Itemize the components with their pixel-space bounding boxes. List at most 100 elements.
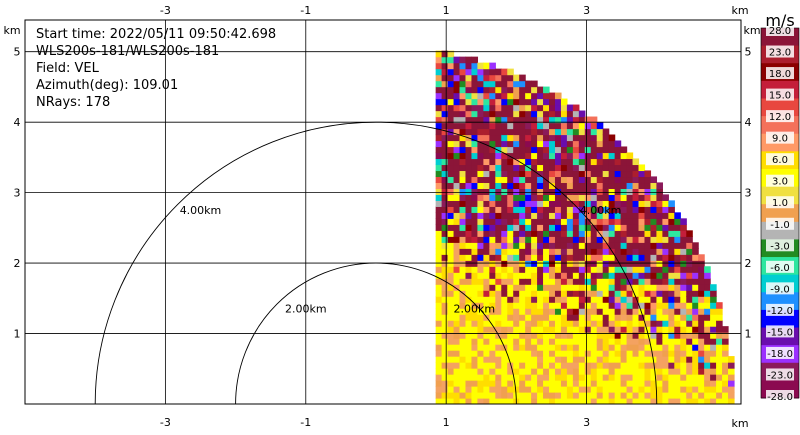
velocity-cell bbox=[441, 302, 449, 309]
velocity-cell bbox=[656, 248, 663, 255]
velocity-cell bbox=[471, 272, 479, 279]
velocity-cell bbox=[519, 254, 526, 261]
velocity-cell bbox=[566, 362, 574, 369]
velocity-cell bbox=[554, 350, 562, 357]
velocity-cell bbox=[453, 212, 461, 219]
velocity-cell bbox=[531, 260, 538, 267]
velocity-cell bbox=[525, 332, 532, 339]
velocity-cell bbox=[525, 206, 532, 213]
velocity-cell bbox=[453, 260, 461, 267]
velocity-cell bbox=[698, 392, 705, 399]
velocity-cell bbox=[453, 320, 461, 327]
velocity-cell bbox=[471, 182, 479, 189]
velocity-cell bbox=[590, 206, 598, 213]
velocity-cell bbox=[483, 374, 490, 381]
velocity-cell bbox=[620, 338, 628, 345]
velocity-cell bbox=[501, 230, 508, 237]
velocity-cell bbox=[531, 272, 538, 279]
velocity-cell bbox=[614, 236, 622, 243]
velocity-cell bbox=[560, 392, 568, 399]
velocity-cell bbox=[525, 290, 532, 297]
velocity-cell bbox=[543, 164, 550, 172]
velocity-cell bbox=[608, 230, 616, 237]
velocity-cell bbox=[531, 176, 538, 184]
velocity-cell bbox=[668, 356, 675, 363]
velocity-cell bbox=[578, 140, 586, 148]
velocity-cell bbox=[543, 194, 550, 201]
velocity-cell bbox=[698, 254, 705, 261]
velocity-cell bbox=[549, 272, 556, 279]
info-nrays: NRays: 178 bbox=[36, 95, 110, 110]
velocity-cell bbox=[465, 56, 473, 64]
velocity-cell bbox=[459, 188, 467, 195]
velocity-cell bbox=[554, 290, 562, 297]
velocity-cell bbox=[626, 200, 634, 207]
velocity-cell bbox=[477, 374, 484, 381]
velocity-cell bbox=[549, 110, 556, 118]
velocity-cell bbox=[584, 242, 592, 249]
velocity-cell bbox=[668, 200, 675, 207]
velocity-cell bbox=[554, 254, 562, 261]
velocity-cell bbox=[572, 194, 580, 201]
velocity-cell bbox=[507, 254, 514, 261]
velocity-cell bbox=[596, 224, 604, 231]
velocity-cell bbox=[692, 362, 699, 369]
velocity-cell bbox=[608, 200, 616, 207]
velocity-cell bbox=[435, 152, 443, 160]
velocity-cell bbox=[626, 152, 634, 160]
velocity-cell bbox=[626, 320, 634, 327]
velocity-cell bbox=[513, 332, 520, 339]
velocity-cell bbox=[554, 344, 562, 351]
velocity-cell bbox=[596, 368, 604, 375]
velocity-cell bbox=[578, 326, 586, 333]
velocity-cell bbox=[680, 242, 687, 249]
velocity-cell bbox=[501, 254, 508, 261]
velocity-cell bbox=[656, 368, 663, 375]
velocity-cell bbox=[686, 368, 693, 375]
velocity-cell bbox=[507, 344, 514, 351]
velocity-cell bbox=[572, 386, 580, 393]
velocity-cell bbox=[465, 320, 473, 327]
velocity-cell bbox=[489, 86, 496, 94]
velocity-cell bbox=[632, 158, 640, 166]
velocity-cell bbox=[590, 236, 598, 243]
velocity-cell bbox=[626, 248, 634, 255]
velocity-cell bbox=[728, 386, 735, 393]
velocity-cell bbox=[560, 296, 568, 303]
velocity-cell bbox=[590, 398, 598, 404]
velocity-cell bbox=[560, 284, 568, 291]
velocity-cell bbox=[477, 80, 484, 88]
colorbar-level-label: 3.0 bbox=[772, 177, 788, 188]
velocity-cell bbox=[441, 218, 449, 225]
velocity-cell bbox=[489, 332, 496, 339]
velocity-cell bbox=[620, 266, 628, 273]
info-block: Start time: 2022/05/11 09:50:42.698 WLS2… bbox=[36, 27, 276, 110]
velocity-cell bbox=[626, 260, 634, 267]
velocity-cell bbox=[549, 116, 556, 124]
velocity-cell bbox=[495, 368, 502, 375]
velocity-cell bbox=[435, 176, 443, 184]
velocity-cell bbox=[578, 218, 586, 225]
velocity-cell bbox=[632, 182, 640, 189]
velocity-cell bbox=[495, 380, 502, 387]
velocity-cell bbox=[584, 272, 592, 279]
velocity-cell bbox=[656, 374, 663, 381]
velocity-cell bbox=[441, 86, 449, 94]
velocity-cell bbox=[477, 122, 484, 130]
velocity-cell bbox=[638, 170, 646, 178]
velocity-cell bbox=[560, 248, 568, 255]
plot-frame bbox=[24, 19, 742, 405]
velocity-cell bbox=[495, 236, 502, 243]
velocity-cell bbox=[453, 182, 461, 189]
velocity-cell bbox=[566, 206, 574, 213]
velocity-cell bbox=[525, 344, 532, 351]
velocity-cell bbox=[447, 212, 455, 219]
velocity-cell bbox=[602, 236, 610, 243]
velocity-cell bbox=[644, 374, 652, 381]
velocity-cell bbox=[710, 308, 717, 315]
velocity-cell bbox=[441, 122, 449, 130]
velocity-cell bbox=[584, 284, 592, 291]
velocity-cell bbox=[638, 350, 646, 357]
velocity-cell bbox=[507, 266, 514, 273]
velocity-cell bbox=[513, 140, 520, 148]
